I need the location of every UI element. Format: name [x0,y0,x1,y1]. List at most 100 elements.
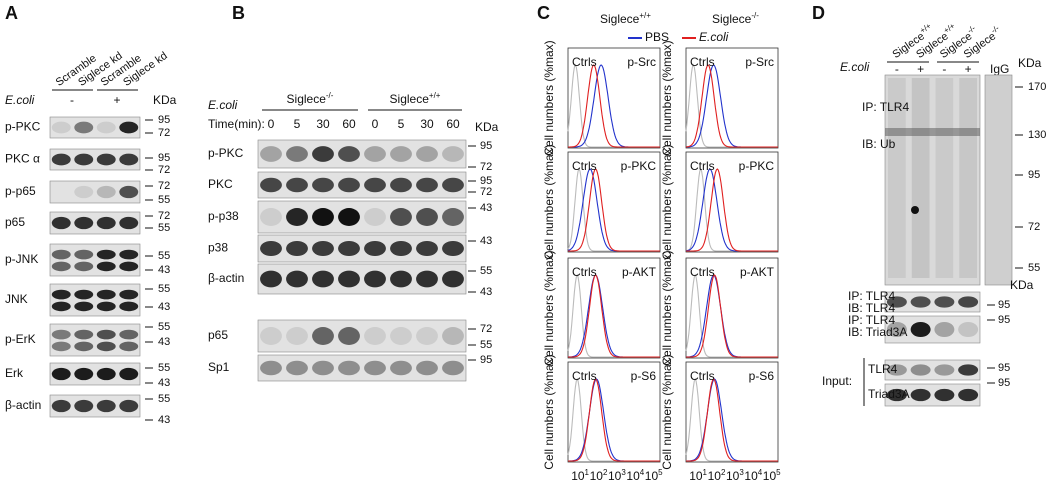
blot [884,291,981,313]
label: 43 [158,377,170,389]
band [312,240,334,257]
blot [49,243,141,277]
histogram-curve [568,64,660,148]
label: p-JNK [5,252,38,266]
band [885,128,980,136]
band [442,208,464,226]
label-name: Siglece [287,92,327,106]
label: E.coli [5,93,35,107]
band [119,289,139,300]
band [390,327,412,345]
band [74,289,94,300]
band [119,341,139,352]
label: 72 [1028,221,1040,233]
tick-exp: 5 [658,468,663,477]
blot [49,116,141,139]
band [74,301,94,312]
label: 5 [398,117,405,131]
label: Ctrls [572,159,597,173]
label: 55 [480,339,492,351]
label: 43 [480,235,492,247]
x-tick-label: 104 [744,468,762,484]
label: TLR4 [868,362,898,376]
label: B [232,3,245,23]
label: p65 [208,328,228,342]
label: 43 [158,301,170,313]
label-name: Siglece [600,12,640,26]
band [364,177,386,193]
label: 43 [480,286,492,298]
label: p-Src [745,55,774,69]
band [51,329,71,340]
label: + [917,62,924,76]
label: 43 [480,202,492,214]
band [416,177,438,193]
label: KDa [1010,278,1034,292]
label: Cell numbers (%max) [542,250,556,365]
band [442,240,464,257]
band [260,270,282,288]
label: Erk [5,366,24,380]
band [910,364,931,376]
tick-base: 10 [645,469,659,483]
tick-exp: 3 [739,468,744,477]
band [312,270,334,288]
tick-base: 10 [744,469,758,483]
x-tick-label: 101 [689,468,707,484]
label: Ctrls [572,369,597,383]
label: 55 [480,265,492,277]
band [958,364,979,376]
band [260,146,282,162]
label-sup: -/- [751,11,759,20]
tick-exp: 1 [703,468,708,477]
blot [257,319,467,353]
band [119,121,139,134]
band [51,367,71,381]
label: p-S6 [631,369,657,383]
label: p-p65 [5,184,36,198]
x-tick-label: 104 [626,468,644,484]
band [51,341,71,352]
band [286,208,308,226]
label-name: Siglece [390,92,430,106]
label: 30 [420,117,434,131]
band [934,388,955,402]
label: 55 [158,283,170,295]
band [390,177,412,193]
label: p-PKC [208,146,244,160]
band [260,327,282,345]
label: p-S6 [749,369,775,383]
band [74,341,94,352]
band [910,296,931,308]
band [910,321,931,338]
label: 95 [480,175,492,187]
band [958,321,979,338]
label: Siglece+/+ [600,11,651,27]
label: 72 [158,180,170,192]
label: IB: Ub [862,137,896,151]
band [338,146,360,162]
band [312,327,334,345]
label: 95 [998,314,1010,326]
label: Cell numbers (%max) [542,354,556,469]
tick-base: 10 [590,469,604,483]
band [338,208,360,226]
label: 95 [158,114,170,126]
band [119,329,139,340]
label: Siglece+/+ [390,91,441,107]
tick-exp: 2 [721,468,726,477]
band [74,153,94,166]
band [51,153,71,166]
tick-base: 10 [763,469,777,483]
label: IB: TLR4 [848,301,895,315]
label: β-actin [208,271,244,285]
blot [884,359,981,381]
band [312,360,334,376]
band [96,153,116,166]
label-sup: -/- [989,23,1001,35]
blot [49,283,141,317]
band [286,270,308,288]
band [51,121,71,134]
band [74,261,94,272]
